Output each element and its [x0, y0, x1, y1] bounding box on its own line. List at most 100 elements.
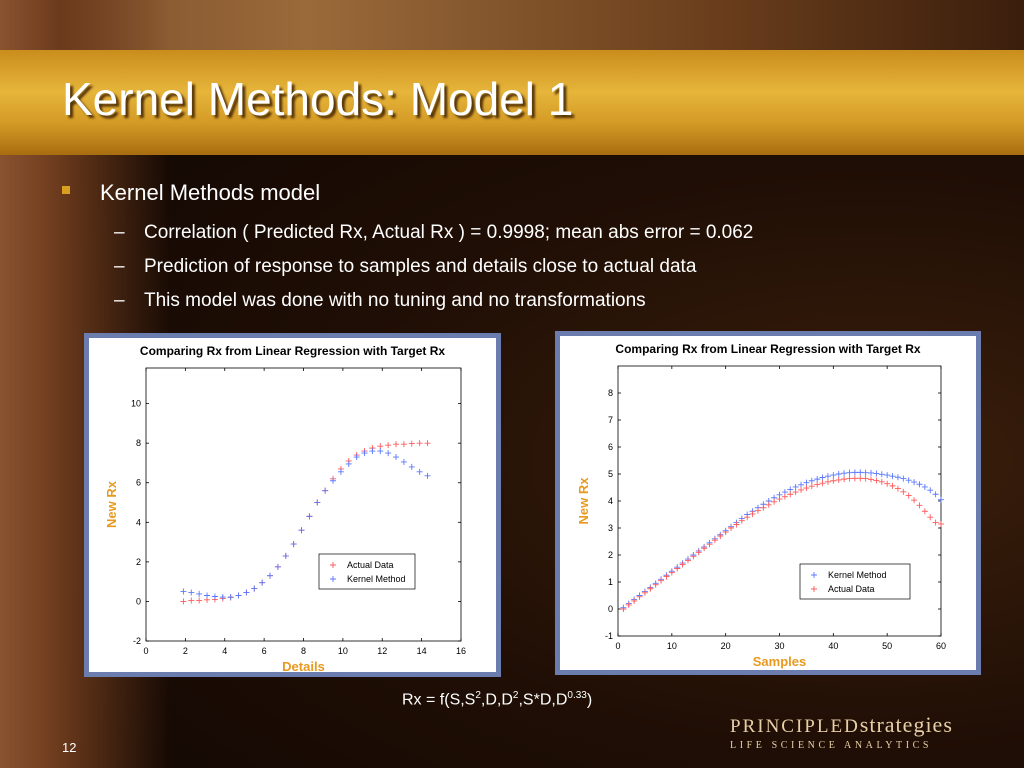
data-point — [824, 478, 831, 485]
legend-box — [799, 563, 911, 600]
y-tick-label: 6 — [136, 478, 141, 488]
data-point — [377, 448, 384, 455]
data-point — [835, 471, 842, 477]
data-point — [695, 549, 702, 556]
x-tick-label: 8 — [301, 646, 306, 656]
data-point — [932, 519, 939, 526]
data-point — [282, 552, 289, 559]
data-point — [744, 514, 751, 521]
legend-entry: Kernel Method — [828, 570, 887, 580]
x-tick-label: 20 — [721, 641, 731, 651]
data-point — [857, 475, 864, 482]
data-point — [204, 592, 211, 599]
data-point — [322, 487, 329, 494]
data-point — [830, 472, 837, 479]
formula-sup-3: 0.33 — [567, 690, 587, 701]
data-point — [868, 476, 875, 483]
data-point — [636, 593, 643, 600]
y-tick-label: -2 — [133, 636, 141, 646]
data-point — [830, 477, 837, 484]
data-point — [188, 589, 195, 596]
data-point — [894, 474, 901, 481]
data-point — [749, 510, 756, 517]
legend-marker — [330, 562, 336, 568]
data-point — [345, 460, 352, 467]
data-point — [911, 497, 918, 504]
x-axis-label: Details — [282, 659, 325, 672]
data-point — [180, 598, 187, 605]
logo-tagline: LIFE SCIENCE ANALYTICS — [730, 740, 933, 751]
y-tick-label: 10 — [131, 399, 141, 409]
data-point — [911, 479, 918, 486]
data-point — [846, 475, 853, 482]
data-point — [803, 485, 810, 492]
logo-word: strategies — [859, 712, 953, 737]
data-point — [862, 475, 869, 482]
data-point — [658, 577, 665, 584]
data-point — [701, 545, 708, 552]
data-point — [905, 492, 912, 499]
x-tick-label: 4 — [222, 646, 227, 656]
data-point — [641, 589, 648, 596]
data-point — [711, 537, 718, 544]
y-tick-label: 4 — [136, 517, 141, 527]
data-point — [938, 520, 944, 527]
x-tick-label: 10 — [667, 641, 677, 651]
data-point — [235, 592, 242, 599]
data-point — [857, 469, 864, 476]
data-point — [841, 476, 848, 483]
x-tick-label: 6 — [262, 646, 267, 656]
data-point — [369, 448, 376, 455]
x-tick-label: 12 — [377, 646, 387, 656]
y-tick-label: 5 — [608, 469, 613, 479]
data-point — [306, 513, 313, 520]
data-point — [196, 597, 203, 604]
data-point — [776, 496, 783, 503]
data-point — [211, 593, 218, 600]
data-point — [251, 585, 258, 592]
data-point — [760, 504, 767, 511]
formula-suffix: ) — [586, 691, 593, 709]
data-point — [792, 489, 799, 496]
data-point — [728, 525, 735, 531]
formula-sup-1: 2 — [475, 690, 481, 701]
data-point — [188, 597, 195, 604]
y-axis-label: New Rx — [104, 480, 119, 528]
data-point — [424, 440, 431, 447]
dash-icon: – — [114, 290, 125, 311]
y-tick-label: 8 — [136, 438, 141, 448]
data-point — [706, 541, 713, 548]
data-point — [932, 491, 939, 498]
data-point — [808, 483, 815, 490]
data-point — [851, 475, 858, 482]
x-tick-label: 10 — [338, 646, 348, 656]
x-tick-label: 40 — [828, 641, 838, 651]
data-point — [738, 517, 745, 524]
data-point — [219, 594, 226, 601]
data-point — [393, 454, 400, 461]
data-point — [393, 441, 400, 448]
data-point — [684, 557, 691, 564]
data-point — [819, 480, 826, 487]
data-point — [884, 472, 891, 479]
data-point — [227, 594, 234, 601]
data-point — [385, 450, 392, 457]
data-point — [298, 527, 305, 534]
data-point — [424, 472, 431, 479]
data-point — [765, 501, 772, 508]
data-point — [846, 469, 853, 476]
dash-icon: – — [114, 256, 125, 277]
data-point — [835, 476, 842, 483]
data-point — [259, 579, 266, 586]
y-tick-label: 7 — [608, 415, 613, 425]
y-tick-label: 2 — [608, 550, 613, 560]
data-point — [798, 486, 805, 493]
data-point — [717, 533, 724, 540]
data-point — [314, 499, 321, 506]
data-point — [631, 597, 638, 604]
y-tick-label: 2 — [136, 557, 141, 567]
legend-marker — [811, 586, 817, 592]
data-point — [862, 469, 869, 476]
data-point — [353, 454, 360, 461]
legend-box — [318, 553, 416, 590]
